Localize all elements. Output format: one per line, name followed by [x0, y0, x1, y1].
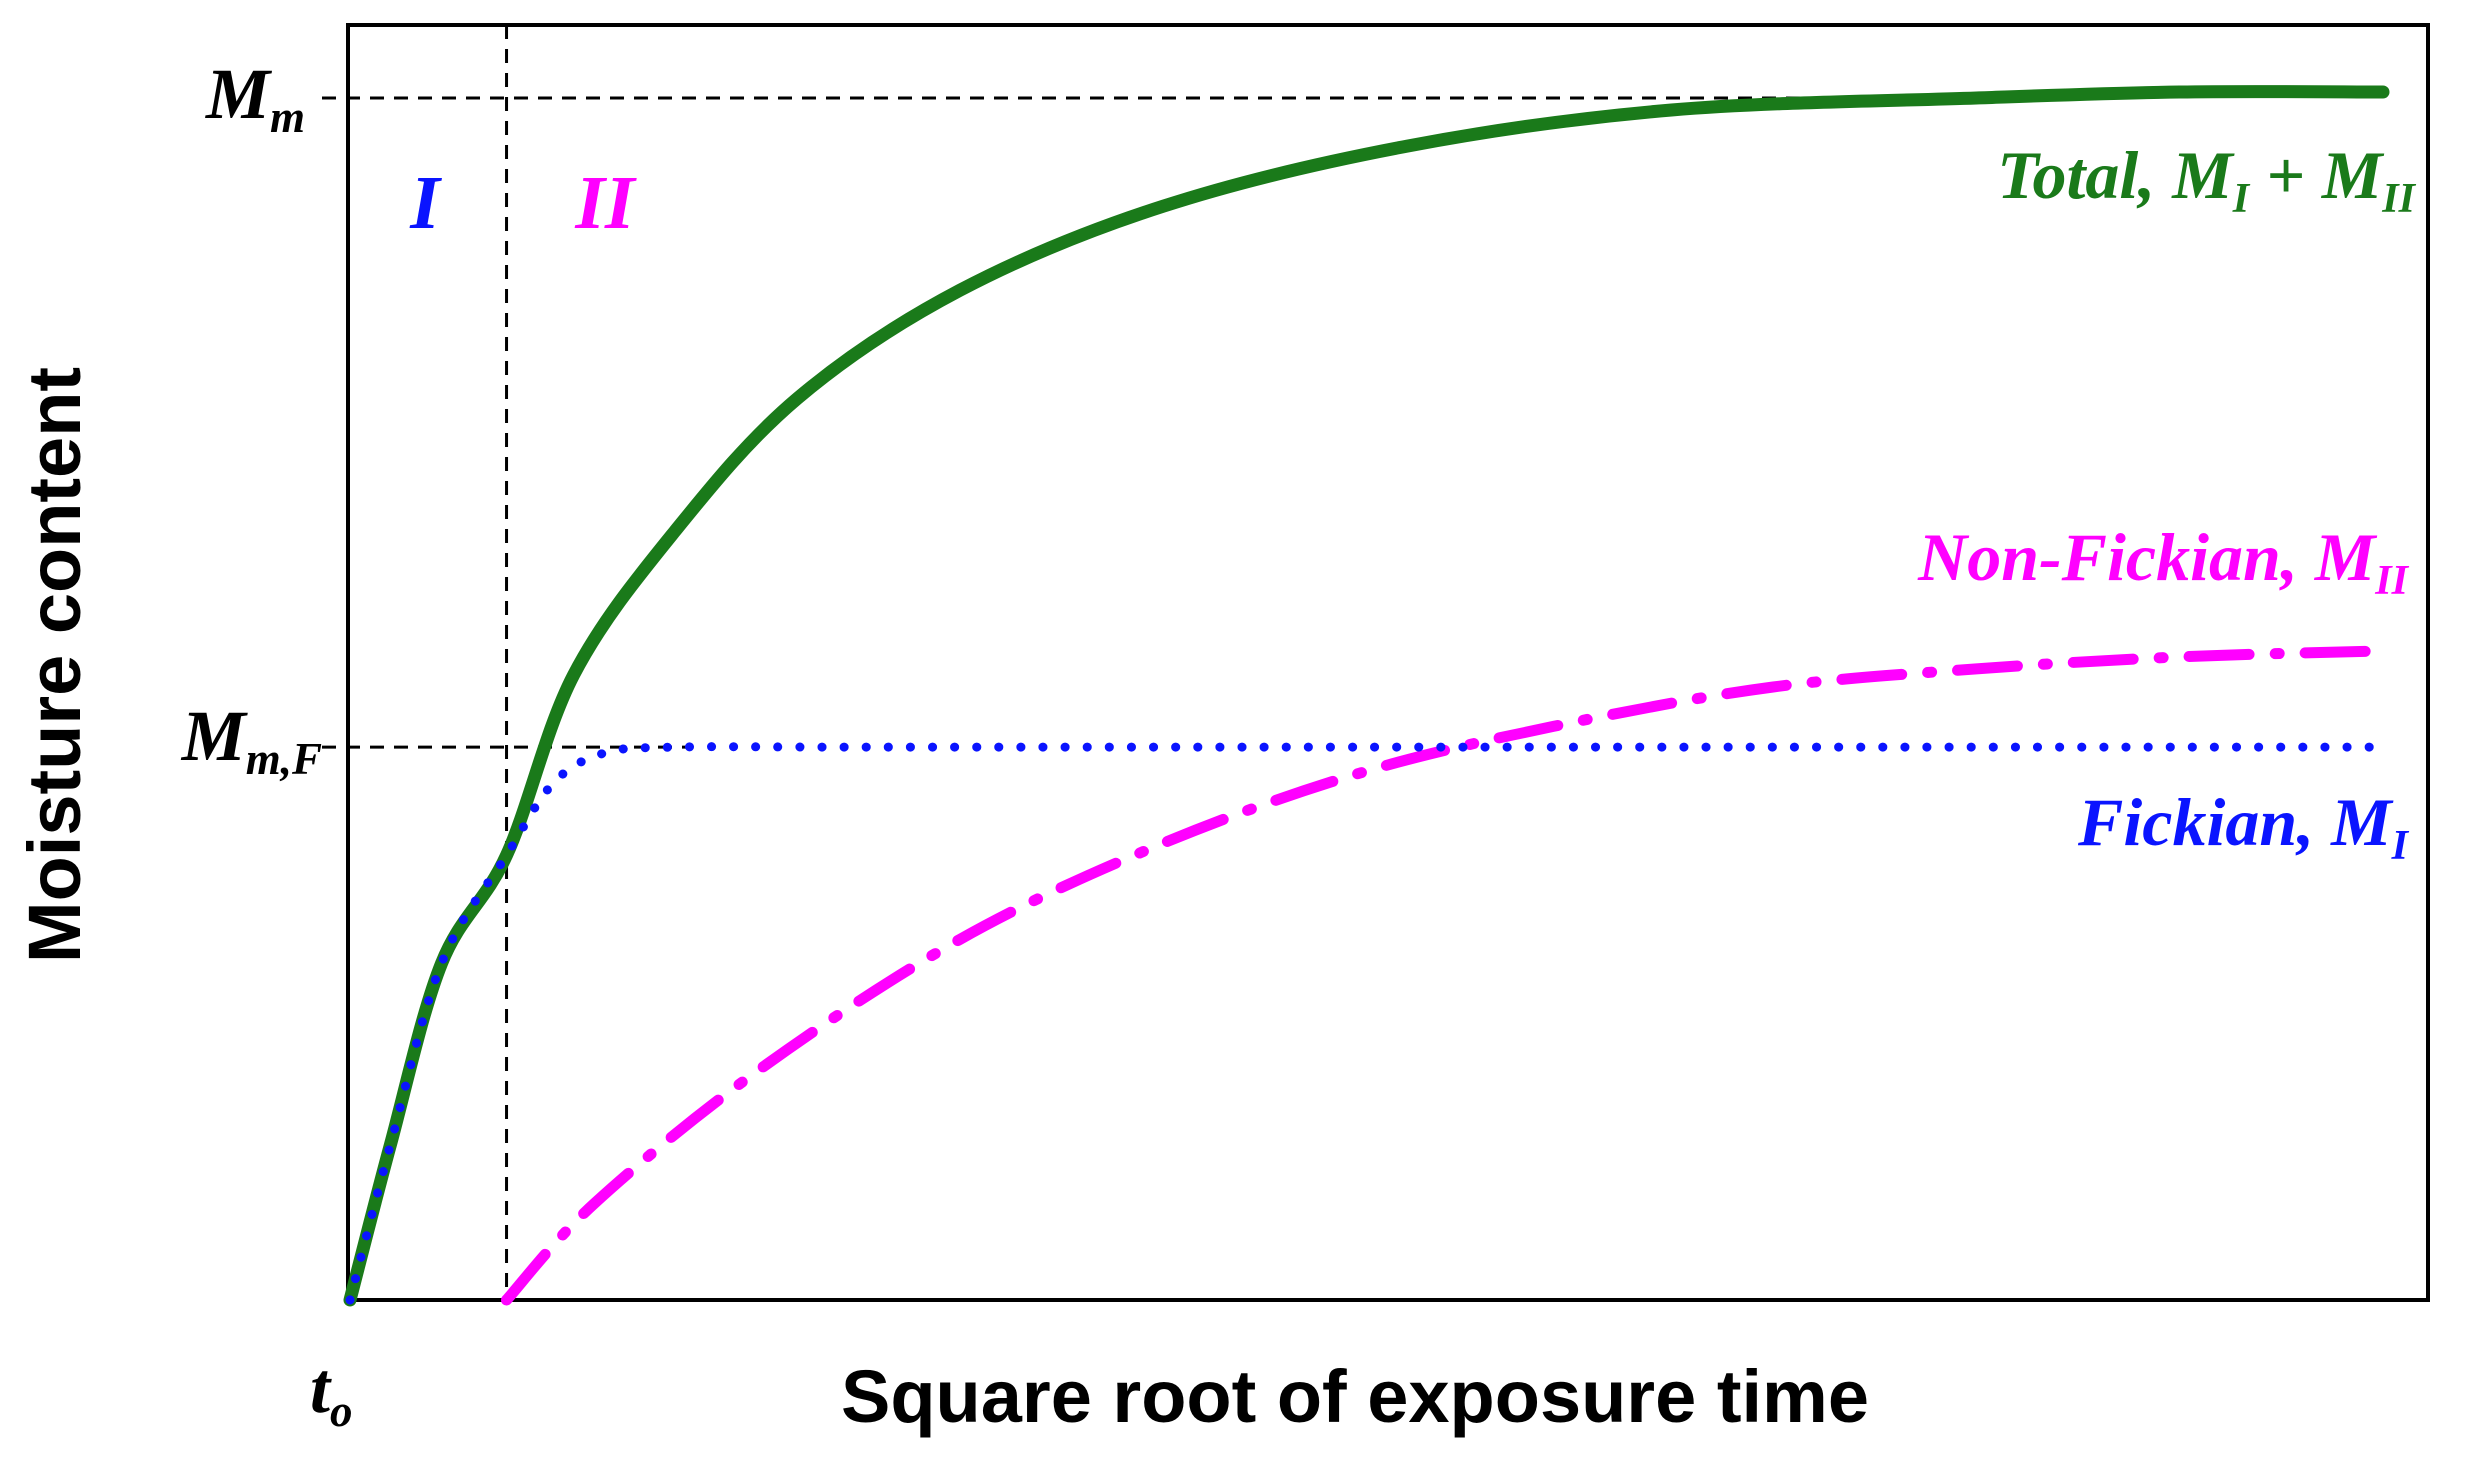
plot-frame	[346, 23, 2430, 1302]
x-tick-label-to: to	[310, 1348, 353, 1436]
y-tick-label-mm: Mm	[205, 54, 305, 142]
y-tick-label-mmf: Mm,F	[181, 696, 322, 784]
region-label-i: I	[409, 161, 442, 245]
series-label-fickian: Fickian, MI	[2077, 784, 2410, 869]
region-label-ii: II	[574, 161, 637, 245]
y-axis-title: Moisture content	[13, 367, 96, 963]
series-line-non-fickian	[501, 645, 2389, 1306]
x-axis-title: Square root of exposure time	[841, 1355, 1869, 1438]
series-line-total	[343, 85, 2390, 1307]
series-label-total: Total, MI + MII	[1997, 137, 2416, 222]
series-label-non-fickian: Non-Fickian, MII	[1917, 519, 2410, 604]
series-line-fickian	[345, 742, 2388, 1305]
